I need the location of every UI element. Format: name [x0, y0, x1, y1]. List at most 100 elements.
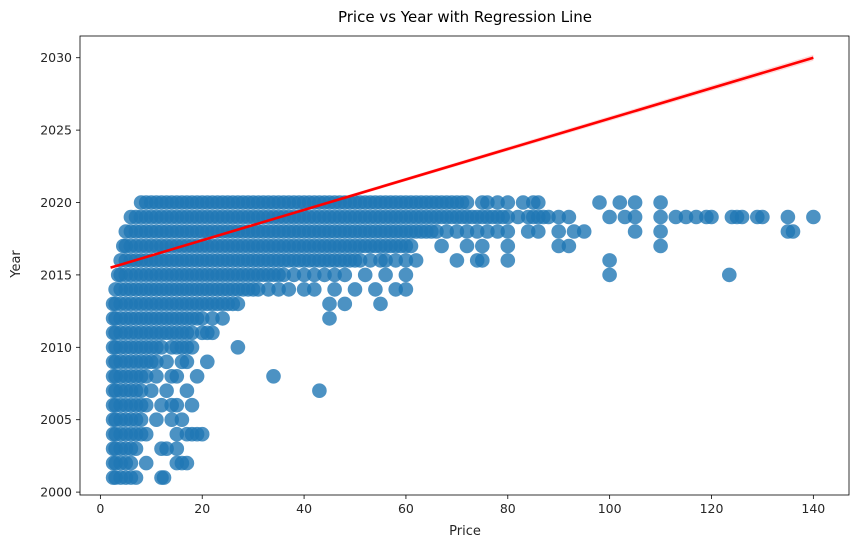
data-point: [169, 397, 185, 413]
y-tick-label: 2025: [40, 123, 72, 138]
data-point: [322, 311, 337, 326]
data-point: [755, 209, 770, 225]
data-point: [286, 267, 302, 283]
data-point: [500, 238, 516, 254]
data-point: [704, 209, 719, 225]
data-point: [189, 369, 205, 384]
data-point: [174, 412, 190, 428]
data-point: [612, 195, 628, 210]
regression-line: [110, 56, 814, 269]
data-point: [398, 267, 414, 283]
data-point: [363, 253, 378, 268]
data-point: [653, 224, 668, 239]
data-point: [500, 253, 516, 268]
data-point: [678, 209, 694, 225]
x-tick-label: 140: [801, 501, 825, 516]
x-axis-ticks: 0 20 40 60 80 100 120 140: [96, 495, 825, 516]
data-point: [296, 282, 312, 297]
y-tick-label: 2030: [40, 50, 72, 65]
data-point: [449, 253, 465, 268]
data-point: [179, 354, 195, 370]
data-point: [352, 253, 368, 268]
data-point: [200, 354, 215, 370]
data-point: [347, 282, 363, 297]
x-tick-label: 100: [598, 501, 622, 516]
data-point: [230, 296, 246, 312]
data-point: [138, 455, 154, 471]
data-point: [373, 296, 388, 312]
data-point: [592, 195, 607, 210]
data-point: [734, 209, 750, 225]
data-point: [154, 397, 169, 413]
data-point: [617, 209, 633, 225]
data-point: [722, 267, 737, 283]
data-point: [184, 397, 200, 413]
data-point: [159, 383, 174, 399]
data-point: [668, 209, 684, 225]
data-point: [138, 369, 154, 384]
data-point: [388, 253, 404, 268]
data-point: [561, 209, 577, 225]
y-axis-ticks: 2000 2005 2010 2015 2020 2025 2030: [40, 50, 80, 500]
data-point: [307, 267, 322, 283]
data-point: [459, 238, 475, 254]
data-point: [449, 224, 465, 239]
data-point: [266, 369, 281, 384]
data-point: [169, 441, 185, 457]
data-point: [602, 267, 617, 283]
data-point: [398, 282, 414, 297]
data-point: [159, 354, 174, 370]
regression-line-group: [110, 54, 814, 269]
data-point: [327, 267, 342, 283]
data-point: [317, 267, 332, 283]
data-point: [510, 209, 526, 225]
data-point: [378, 267, 393, 283]
data-point: [627, 209, 643, 225]
data-point: [205, 311, 220, 326]
data-point: [403, 238, 419, 254]
data-point: [149, 354, 164, 370]
data-point: [434, 238, 449, 254]
plot-frame: [79, 35, 850, 496]
data-point: [429, 224, 444, 239]
x-tick-label: 80: [500, 501, 516, 516]
x-tick-label: 40: [296, 501, 312, 516]
x-axis-label: Price: [449, 524, 481, 539]
data-point: [576, 224, 592, 239]
data-point: [475, 253, 490, 268]
y-tick-label: 2000: [40, 485, 72, 500]
data-point: [337, 296, 353, 312]
data-point: [480, 195, 495, 210]
data-point: [551, 238, 566, 254]
data-point: [653, 238, 668, 254]
data-point: [561, 238, 577, 254]
data-point: [653, 195, 668, 210]
data-point: [184, 325, 200, 341]
y-tick-label: 2005: [40, 412, 72, 427]
data-point: [194, 311, 210, 326]
data-point: [169, 426, 185, 442]
data-point: [785, 224, 801, 239]
data-point: [337, 267, 353, 283]
data-point: [500, 195, 516, 210]
data-point: [123, 455, 139, 471]
data-point: [322, 296, 337, 312]
data-point: [194, 426, 210, 442]
data-point: [388, 282, 404, 297]
data-point: [459, 195, 475, 210]
data-point: [327, 282, 342, 297]
data-point: [205, 325, 220, 341]
data-point: [531, 195, 546, 210]
data-point: [144, 383, 159, 399]
data-point: [215, 311, 230, 326]
data-point: [408, 253, 424, 268]
data-point: [296, 267, 312, 283]
data-point: [250, 282, 266, 297]
data-point: [149, 412, 164, 428]
data-point: [138, 397, 154, 413]
data-point: [271, 282, 286, 297]
data-point: [500, 224, 516, 239]
data-point: [307, 282, 322, 297]
data-point: [169, 369, 185, 384]
